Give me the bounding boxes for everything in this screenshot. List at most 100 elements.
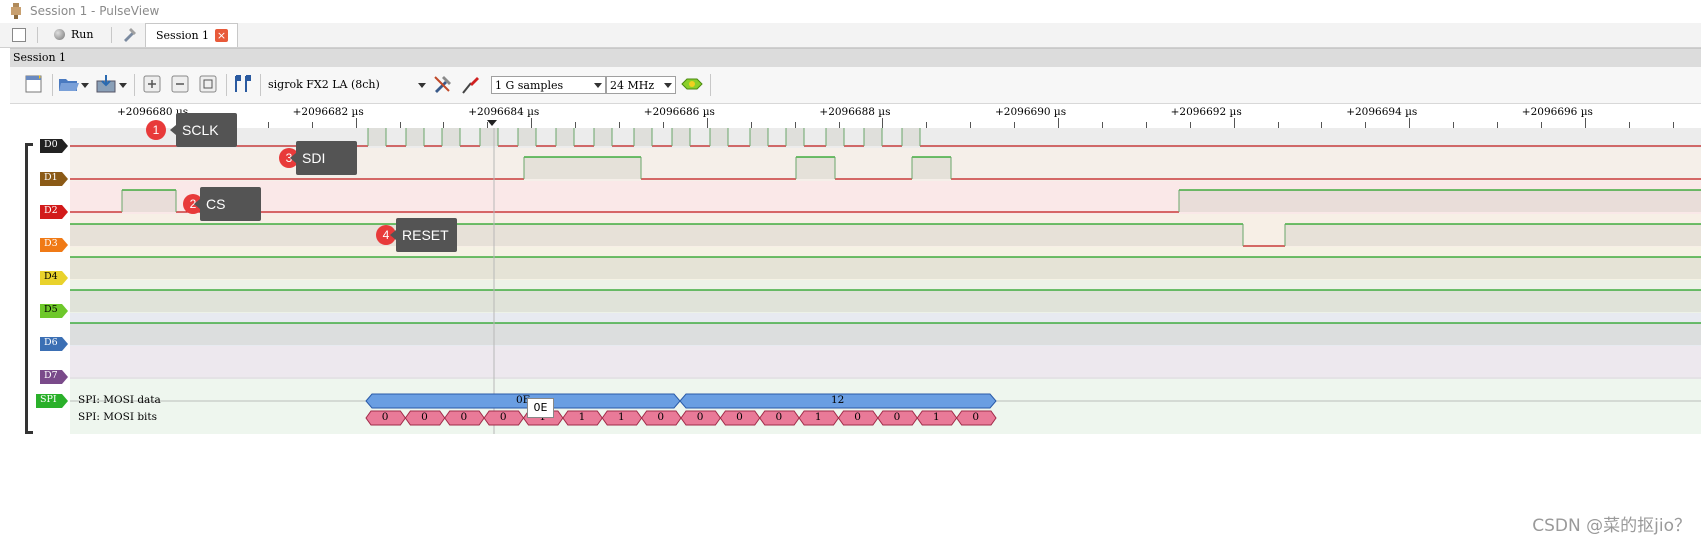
high-fill-d0	[786, 128, 804, 146]
ruler-tick	[443, 122, 445, 128]
zoom-out-icon[interactable]	[168, 73, 192, 95]
cursors-icon[interactable]	[230, 73, 254, 95]
main-tabbar: Run Session 1 ×	[0, 23, 1701, 48]
ruler-tick	[1628, 122, 1630, 128]
high-fill-d2	[1179, 190, 1701, 212]
ruler-tick	[355, 118, 357, 128]
run-icon	[54, 29, 65, 40]
save-file-icon[interactable]	[94, 73, 118, 95]
decoder-row-label-data: SPI: MOSI data	[78, 394, 161, 406]
open-dropdown-arrow[interactable]	[80, 73, 90, 95]
callout-sclk: SCLK	[170, 113, 237, 147]
callout-cs: CS	[194, 187, 261, 221]
ruler-tick	[267, 122, 269, 128]
time-ruler: +2096680 µs +2096682 µs +2096684 µs +209668…	[70, 104, 1701, 129]
decoder-hover-tooltip: 0E	[527, 398, 554, 418]
zoom-in-icon[interactable]	[140, 73, 164, 95]
channel-label-d4[interactable]: D4	[40, 271, 68, 285]
zoom-fit-icon[interactable]	[196, 73, 220, 95]
channel-label-d7[interactable]: D7	[40, 370, 68, 384]
decoder-byte-shape	[679, 393, 997, 409]
ruler-tick-label: +2096684 µs	[468, 106, 540, 118]
device-selector[interactable]: sigrok FX2 LA (8ch)	[268, 78, 380, 91]
high-fill-d0	[826, 128, 844, 146]
window-titlebar: Session 1 - PulseView	[0, 0, 1701, 23]
ruler-tick	[1453, 122, 1455, 128]
callout-sdi: SDI	[290, 141, 357, 175]
add-decoder-icon[interactable]	[680, 73, 704, 95]
sample-rate-select[interactable]: 24 MHz	[606, 76, 676, 94]
ruler-tick	[1321, 122, 1323, 128]
session-dock-title: Session 1	[10, 48, 1701, 68]
lane-bg-d4	[70, 247, 1701, 280]
ruler-tick	[487, 122, 489, 128]
decoder-byte-label: 0E	[516, 394, 531, 406]
channel-label-d6[interactable]: D6	[40, 337, 68, 351]
high-fill-d0	[556, 128, 574, 146]
decoder-bit-label: 1	[814, 411, 822, 423]
device-config-icon[interactable]	[431, 73, 455, 95]
pulseview-app-icon	[11, 3, 21, 19]
high-fill-d0	[902, 128, 920, 146]
channel-label-d0[interactable]: D0	[40, 139, 68, 153]
ruler-tick	[1672, 122, 1674, 128]
probe-config-icon[interactable]	[459, 73, 483, 95]
high-fill-d0	[442, 128, 460, 146]
run-button[interactable]: Run	[52, 26, 97, 44]
ruler-tick	[1189, 122, 1191, 128]
channel-label-d5[interactable]: D5	[40, 304, 68, 318]
high-fill-d4	[70, 257, 1701, 279]
channel-label-d2[interactable]: D2	[40, 205, 68, 219]
ruler-tick	[706, 118, 708, 128]
channel-label-d1[interactable]: D1	[40, 172, 68, 186]
new-session-button[interactable]	[12, 28, 26, 42]
lane-bg-d7	[70, 346, 1701, 379]
ruler-tick-label: +2096694 µs	[1346, 106, 1418, 118]
close-tab-icon[interactable]: ×	[215, 29, 228, 42]
tools-icon[interactable]	[122, 26, 138, 42]
ruler-tick	[1277, 122, 1279, 128]
main-toolbar: sigrok FX2 LA (8ch) 1 G samples 24 MHz	[10, 67, 1701, 104]
ruler-tick	[619, 122, 620, 128]
channel-name: D6	[44, 337, 58, 348]
channel-group-bracket	[25, 143, 33, 434]
channel-name: D4	[44, 271, 58, 282]
decoder-label-spi[interactable]: SPI	[36, 394, 68, 408]
sample-count-select[interactable]: 1 G samples	[491, 76, 606, 94]
time-cursor-marker[interactable]	[487, 120, 497, 127]
ruler-tick	[1409, 118, 1411, 128]
channel-label-d3[interactable]: D3	[40, 238, 68, 252]
tab-session-1[interactable]: Session 1 ×	[145, 23, 238, 47]
high-fill-d3	[1285, 224, 1701, 246]
high-fill-d0	[710, 128, 728, 146]
ruler-tick	[1145, 122, 1147, 128]
device-dropdown-arrow[interactable]	[418, 83, 426, 88]
ruler-tick-label: +2096688 µs	[819, 106, 891, 118]
high-fill-d0	[406, 128, 424, 146]
high-fill-d0	[368, 128, 386, 146]
high-fill-d0	[518, 128, 536, 146]
lane-bg-d6	[70, 313, 1701, 346]
lane-bg-d2	[70, 181, 1701, 214]
decoder-bit-label: 0	[421, 411, 428, 423]
ruler-tick	[1058, 118, 1059, 128]
ruler-tick	[311, 122, 313, 128]
open-file-icon[interactable]	[57, 73, 81, 95]
decoder-row-label-bits: SPI: MOSI bits	[78, 411, 158, 423]
decoder-bit-label: 1	[578, 411, 586, 423]
ruler-tick	[1233, 118, 1235, 128]
ruler-tick	[1584, 118, 1586, 128]
high-fill-d5	[70, 290, 1701, 312]
high-fill-d1	[524, 157, 641, 179]
channel-name: D0	[44, 139, 58, 150]
high-fill-d1	[912, 157, 951, 179]
ruler-tick	[662, 122, 664, 128]
new-view-icon[interactable]	[22, 73, 46, 95]
ruler-tick	[531, 118, 533, 128]
save-dropdown-arrow[interactable]	[118, 73, 128, 95]
ruler-tick	[838, 122, 840, 128]
decoder-bit-label: 0	[972, 411, 979, 423]
high-fill-d0	[750, 128, 768, 146]
ruler-tick	[970, 122, 972, 128]
